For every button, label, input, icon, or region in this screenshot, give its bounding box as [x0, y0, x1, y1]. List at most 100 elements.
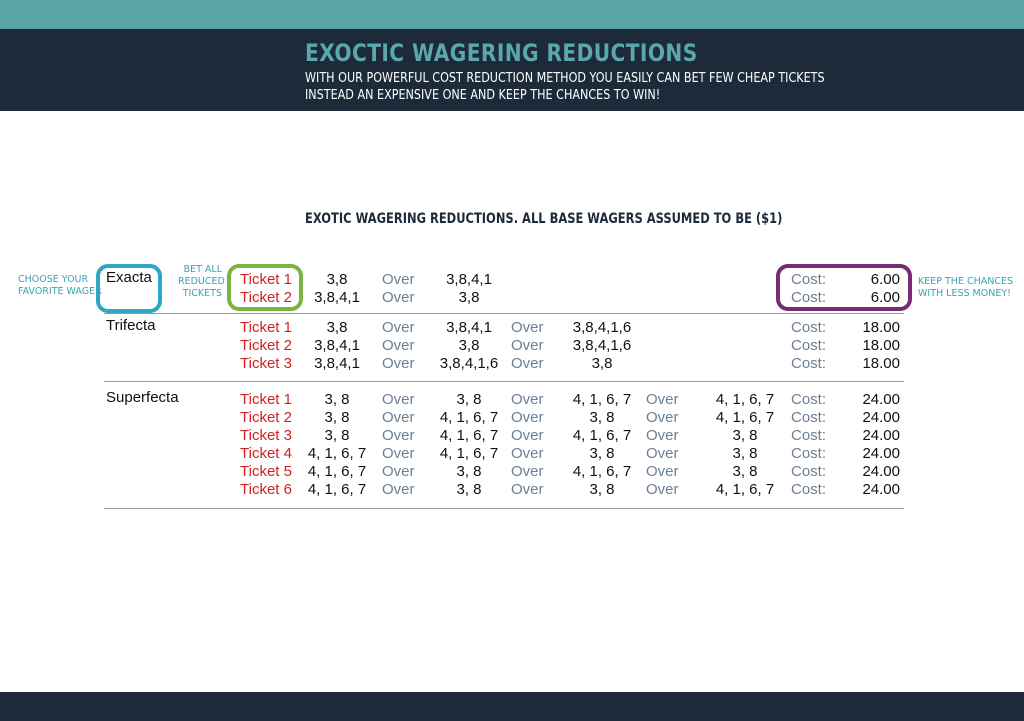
cost-value: 24.00 — [862, 481, 900, 498]
cost-label: Cost: — [791, 445, 827, 462]
over-label: Over — [382, 337, 415, 354]
leg-selection: 3, 8 — [732, 427, 758, 444]
leg-selection: 4, 1, 6, 7 — [572, 391, 632, 408]
annotation-line: FAVORITE WAGER — [18, 286, 102, 297]
over-label: Over — [382, 445, 415, 462]
leg-selection: 4, 1, 6, 7 — [715, 481, 775, 498]
cost-value: 24.00 — [862, 445, 900, 462]
cost-highlight-box — [776, 264, 912, 311]
over-label: Over — [511, 481, 544, 498]
over-label: Over — [511, 337, 544, 354]
leg-selection: 3, 8 — [324, 427, 350, 444]
leg-selection: 3, 8 — [456, 481, 482, 498]
cost-label: Cost: — [791, 391, 827, 408]
ticket-label: Ticket 5 — [240, 463, 292, 480]
leg-selection: 3,8,4,1,6 — [572, 337, 632, 354]
over-label: Over — [382, 427, 415, 444]
leg-selection: 3,8 — [326, 319, 348, 336]
leg-selection: 4, 1, 6, 7 — [307, 463, 367, 480]
cost-label: Cost: — [791, 271, 827, 288]
over-label: Over — [646, 427, 679, 444]
leg-selection: 3, 8 — [324, 391, 350, 408]
group-divider — [104, 313, 904, 314]
annotation-line: KEEP THE CHANCES — [918, 276, 1013, 287]
over-label: Over — [646, 445, 679, 462]
cost-value: 24.00 — [862, 391, 900, 408]
cost-label: Cost: — [791, 463, 827, 480]
cost-value: 24.00 — [862, 463, 900, 480]
leg-selection: 3,8 — [458, 289, 480, 306]
annotation-line: WITH LESS MONEY! — [918, 288, 1011, 299]
page-title: EXOCTIC WAGERING REDUCTIONS — [305, 39, 698, 67]
page-subtitle-line-1: With our powerful cost reduction method … — [305, 71, 825, 86]
tickets-highlight-box — [227, 264, 303, 311]
leg-selection: 3,8,4,1,6 — [439, 355, 499, 372]
over-label: Over — [511, 355, 544, 372]
leg-selection: 3,8,4,1 — [446, 271, 492, 288]
cost-value: 18.00 — [862, 319, 900, 336]
leg-selection: 3,8,4,1 — [314, 289, 360, 306]
wager-type-label: Exacta — [106, 269, 152, 286]
leg-selection: 3, 8 — [732, 463, 758, 480]
ticket-label: Ticket 3 — [240, 355, 292, 372]
cost-label: Cost: — [791, 337, 827, 354]
over-label: Over — [382, 289, 415, 306]
annotation-line: CHOOSE YOUR — [18, 274, 89, 285]
over-label: Over — [382, 271, 415, 288]
over-label: Over — [511, 409, 544, 426]
cost-value: 24.00 — [862, 409, 900, 426]
cost-value: 24.00 — [862, 427, 900, 444]
over-label: Over — [646, 463, 679, 480]
annotation-choose-wager: CHOOSE YOUR FAVORITE WAGER — [18, 274, 102, 298]
annotation-bet-tickets: BET ALL REDUCED TICKETS — [178, 264, 225, 300]
over-label: Over — [511, 391, 544, 408]
cost-label: Cost: — [791, 427, 827, 444]
cost-label: Cost: — [791, 481, 827, 498]
ticket-label: Ticket 2 — [240, 409, 292, 426]
annotation-line: REDUCED — [178, 276, 225, 287]
leg-selection: 3,8 — [458, 337, 480, 354]
over-label: Over — [646, 409, 679, 426]
leg-selection: 3,8,4,1 — [446, 319, 492, 336]
page-subtitle-line-2: instead an expensive one and keep the ch… — [305, 88, 661, 103]
leg-selection: 4, 1, 6, 7 — [715, 391, 775, 408]
ticket-label: Ticket 6 — [240, 481, 292, 498]
leg-selection: 3, 8 — [589, 445, 615, 462]
ticket-label: Ticket 2 — [240, 289, 292, 306]
annotation-line: BET ALL — [183, 264, 222, 275]
annotation-keep-chances: KEEP THE CHANCES WITH LESS MONEY! — [918, 276, 1013, 300]
leg-selection: 3,8 — [591, 355, 613, 372]
ticket-label: Ticket 1 — [240, 271, 292, 288]
cost-value: 18.00 — [862, 337, 900, 354]
over-label: Over — [382, 319, 415, 336]
leg-selection: 3,8 — [326, 271, 348, 288]
cost-label: Cost: — [791, 409, 827, 426]
cost-label: Cost: — [791, 289, 827, 306]
over-label: Over — [382, 355, 415, 372]
table-title: EXOTIC WAGERING REDUCTIONS. ALL BASE WAG… — [305, 211, 783, 227]
leg-selection: 4, 1, 6, 7 — [439, 445, 499, 462]
leg-selection: 3, 8 — [456, 391, 482, 408]
ticket-label: Ticket 1 — [240, 319, 292, 336]
over-label: Over — [646, 481, 679, 498]
leg-selection: 3, 8 — [732, 445, 758, 462]
over-label: Over — [511, 463, 544, 480]
leg-selection: 4, 1, 6, 7 — [307, 481, 367, 498]
over-label: Over — [382, 391, 415, 408]
leg-selection: 4, 1, 6, 7 — [715, 409, 775, 426]
leg-selection: 4, 1, 6, 7 — [307, 445, 367, 462]
cost-label: Cost: — [791, 355, 827, 372]
ticket-label: Ticket 4 — [240, 445, 292, 462]
leg-selection: 4, 1, 6, 7 — [572, 463, 632, 480]
wager-type-label: Superfecta — [106, 389, 179, 406]
cost-value: 6.00 — [870, 289, 900, 306]
leg-selection: 3, 8 — [456, 463, 482, 480]
over-label: Over — [511, 427, 544, 444]
leg-selection: 3, 8 — [324, 409, 350, 426]
group-divider — [104, 381, 904, 382]
over-label: Over — [382, 409, 415, 426]
wager-highlight-box — [96, 264, 162, 313]
page-footer — [0, 692, 1024, 721]
leg-selection: 4, 1, 6, 7 — [572, 427, 632, 444]
wager-type-label: Trifecta — [106, 317, 156, 334]
